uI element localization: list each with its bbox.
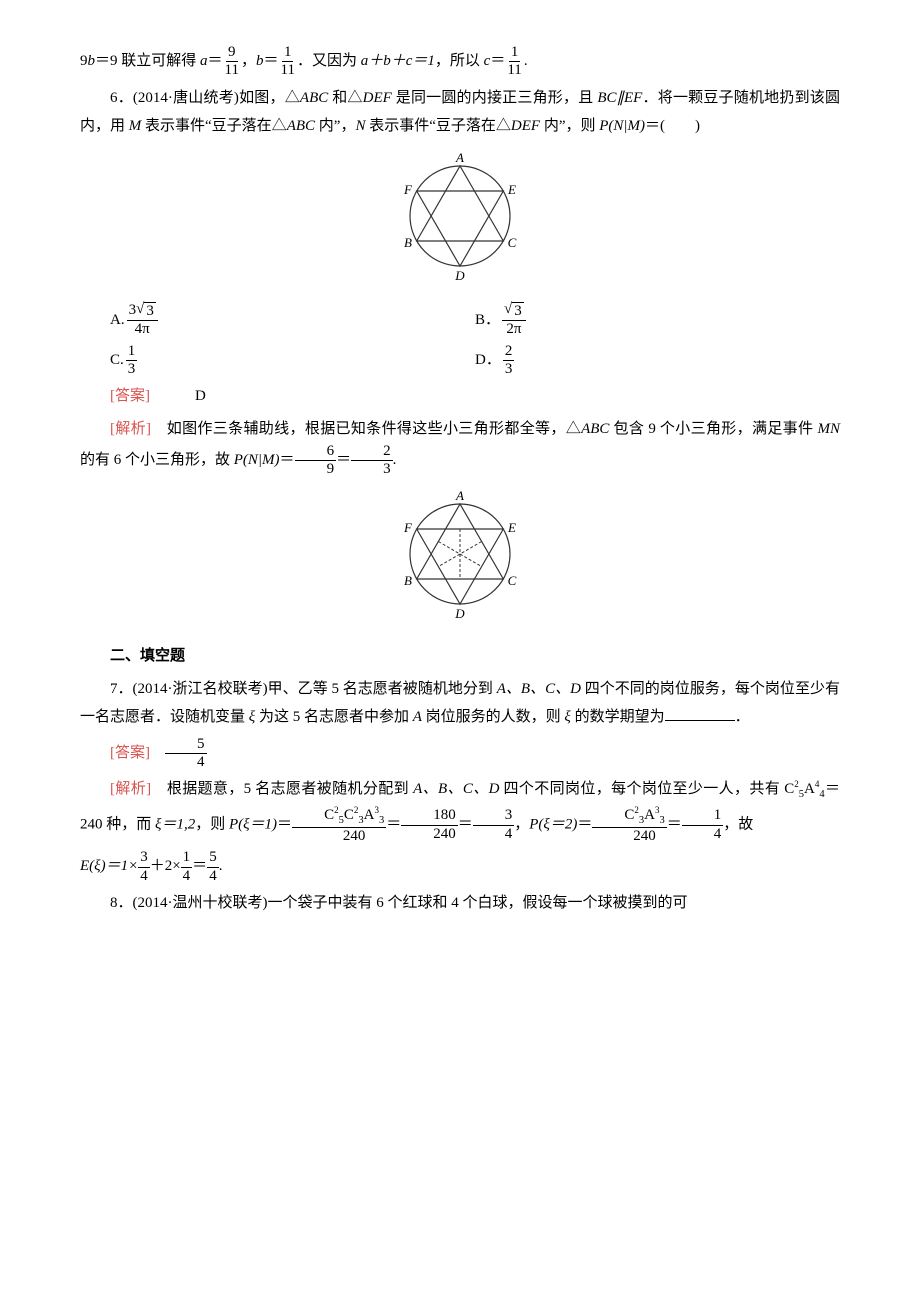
frac-b: 111 — [279, 44, 297, 80]
svg-text:B: B — [404, 573, 412, 588]
t: ＝9 联立可解得 — [95, 53, 200, 69]
option-d: D．23 — [475, 343, 840, 379]
svg-text:C: C — [508, 573, 517, 588]
analysis-label: [解析] — [110, 781, 151, 797]
frac-c: 111 — [505, 44, 523, 80]
t: . — [524, 53, 528, 69]
t: a — [200, 53, 208, 69]
options-row-1: A.3√34π B．√32π — [80, 302, 840, 339]
fill-blank — [665, 705, 735, 721]
figure-2: A F E B C D — [80, 487, 840, 633]
svg-text:F: F — [403, 182, 413, 197]
options-row-2: C.13 D．23 — [80, 343, 840, 379]
svg-text:F: F — [403, 520, 413, 535]
t: 9 — [80, 53, 88, 69]
svg-text:E: E — [507, 520, 516, 535]
frac-a: 911 — [223, 44, 241, 80]
q8-stem: 8．(2014·温州十校联考)一个袋子中装有 6 个红球和 4 个白球，假设每一… — [80, 889, 840, 918]
analysis-7: [解析] 根据题意，5 名志愿者被随机分配到 A、B、C、D 四个不同岗位，每个… — [80, 775, 840, 845]
t: ，所以 — [435, 53, 484, 69]
hexagram-aux-icon: A F E B C D — [390, 487, 530, 622]
answer-value: 54 — [165, 736, 207, 772]
answer-6: [答案] D — [80, 382, 840, 411]
analysis-7-line2: E(ξ)＝1×34＋2×14＝54. — [80, 849, 840, 885]
option-c: C.13 — [110, 343, 475, 379]
t: ， — [241, 53, 256, 69]
svg-text:A: A — [455, 150, 464, 165]
hexagram-icon: A F E B C D — [390, 149, 530, 284]
line-1: 9b＝9 联立可解得 a＝911，b＝111．又因为 a＋b＋c＝1，所以 c＝… — [80, 44, 840, 80]
answer-7: [答案] 54 — [80, 736, 840, 772]
option-b: B．√32π — [475, 302, 840, 339]
q6-stem: 6．(2014·唐山统考)如图，△ABC 和△DEF 是同一圆的内接正三角形，且… — [80, 84, 840, 141]
answer-label: [答案] — [80, 739, 150, 768]
answer-label: [答案] — [80, 382, 150, 411]
svg-text:D: D — [454, 268, 465, 283]
svg-text:C: C — [508, 235, 517, 250]
svg-text:E: E — [507, 182, 516, 197]
t: ．又因为 — [297, 53, 361, 69]
t: c — [484, 53, 491, 69]
t: b — [88, 53, 96, 69]
analysis-6: [解析] 如图作三条辅助线，根据已知条件得这些小三角形都全等，△ABC 包含 9… — [80, 415, 840, 479]
section-2-heading: 二、填空题 — [80, 642, 840, 671]
q7-stem: 7．(2014·浙江名校联考)甲、乙等 5 名志愿者被随机地分到 A、B、C、D… — [80, 675, 840, 732]
t: b — [256, 53, 264, 69]
answer-value: D — [165, 382, 206, 411]
svg-text:D: D — [454, 606, 465, 621]
svg-text:A: A — [455, 488, 464, 503]
svg-text:B: B — [404, 235, 412, 250]
figure-1: A F E B C D — [80, 149, 840, 295]
analysis-label: [解析] — [110, 421, 151, 437]
option-a: A.3√34π — [110, 302, 475, 339]
t: a＋b＋c＝1 — [361, 53, 435, 69]
